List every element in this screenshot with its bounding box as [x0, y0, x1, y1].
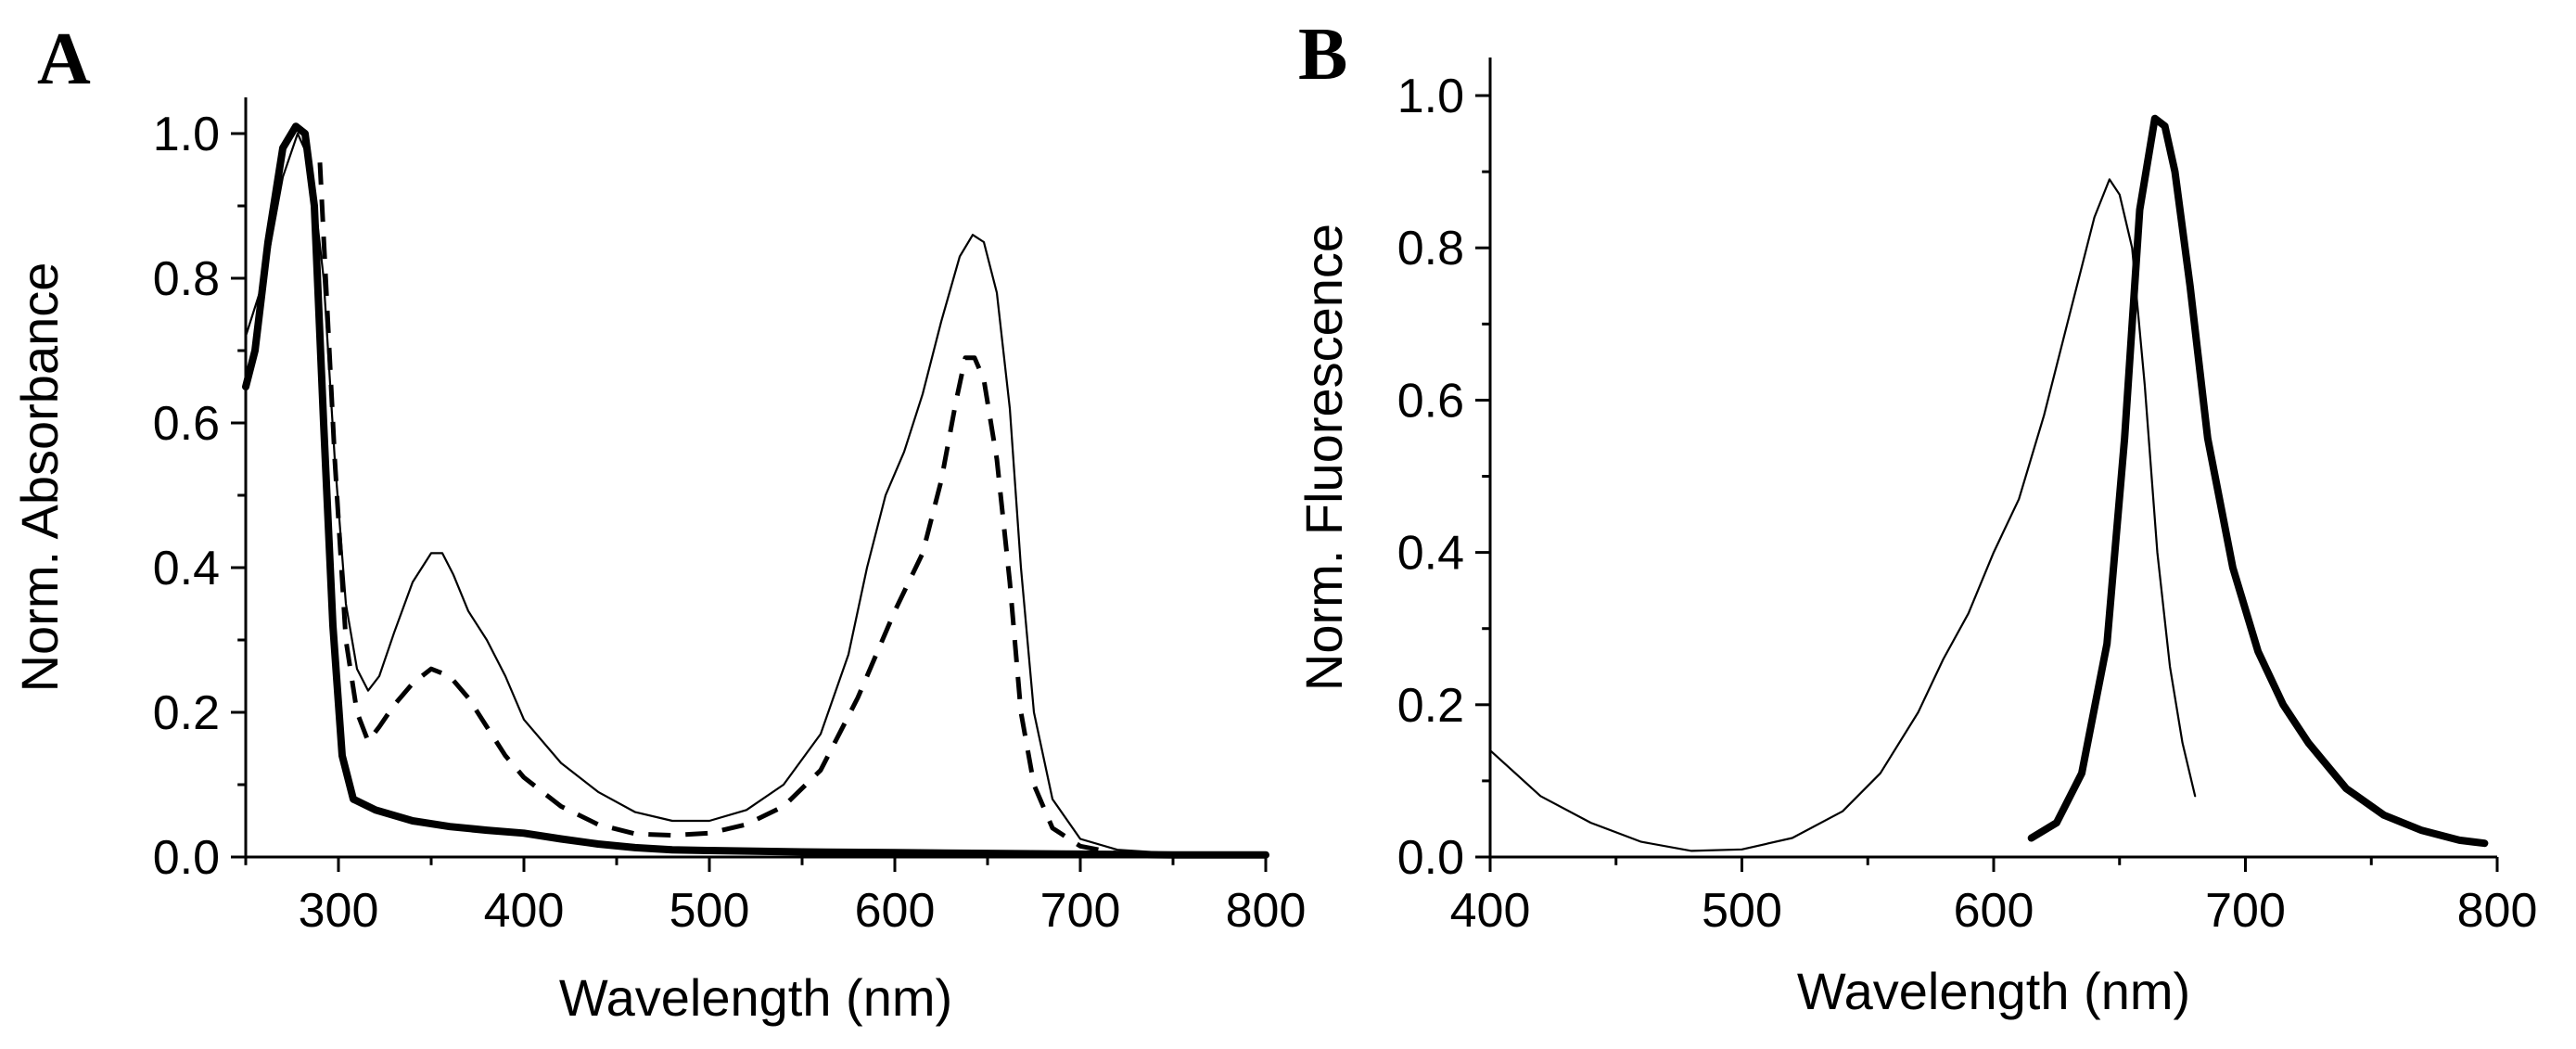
y-tick-label: 0.8	[153, 252, 220, 306]
y-tick-label: 0.0	[153, 831, 220, 885]
x-axis-title: Wavelength (nm)	[559, 968, 952, 1027]
y-tick-label: 0.4	[153, 542, 220, 595]
x-tick-label: 700	[2205, 884, 2286, 938]
x-tick-label: 800	[1226, 884, 1307, 938]
x-tick-label: 500	[670, 884, 750, 938]
y-tick-label: 0.2	[153, 686, 220, 740]
series-line-thin	[244, 132, 1268, 856]
panel-a-absorbance-chart: 300 400 500 600 700 800 0.0 0.2 0.4 0.6 0.8 1.0 Wave…	[10, 19, 1306, 1027]
panel-label: B	[1298, 14, 1347, 96]
panel-label: A	[37, 19, 91, 100]
y-tick-label: 0.6	[1397, 374, 1464, 428]
y-axis-title: Norm. Fluorescence	[1294, 224, 1353, 691]
y-tick-label: 0.0	[1397, 831, 1464, 885]
series-line-thick	[242, 122, 1269, 859]
panel-b-fluorescence-chart: 400 500 600 700 800 0.0 0.2 0.4 0.6 0.8 1.0 Wavelen…	[1294, 14, 2537, 1020]
x-axis-title: Wavelength (nm)	[1797, 962, 2190, 1020]
x-tick-label: 400	[1450, 884, 1531, 938]
y-tick-label: 1.0	[1397, 70, 1464, 123]
series-line-thick	[2027, 114, 2489, 848]
y-tick-label: 1.0	[153, 108, 220, 161]
x-tick-label: 600	[1954, 884, 2034, 938]
x-tick-label: 600	[855, 884, 936, 938]
x-tick-label: 500	[1702, 884, 1782, 938]
series-line-thin	[1488, 178, 2197, 852]
x-tick-label: 300	[299, 884, 379, 938]
y-tick-label: 0.4	[1397, 527, 1464, 581]
y-tick-label: 0.8	[1397, 222, 1464, 275]
y-axis-title: Norm. Absorbance	[10, 262, 69, 693]
y-tick-label: 0.6	[153, 397, 220, 451]
x-tick-label: 800	[2457, 884, 2538, 938]
x-tick-label: 400	[484, 884, 565, 938]
series-line-dashed	[317, 162, 1155, 858]
x-tick-label: 700	[1040, 884, 1121, 938]
y-tick-label: 0.2	[1397, 679, 1464, 733]
